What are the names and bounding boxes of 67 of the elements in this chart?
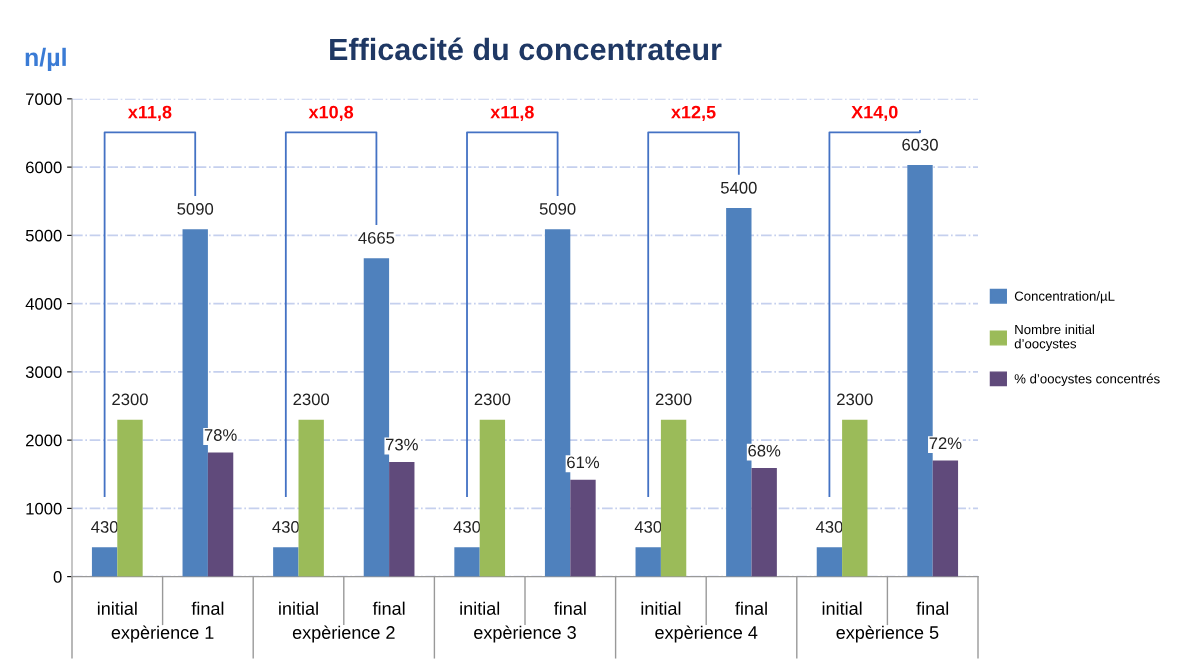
data-label: 2300 (293, 393, 330, 406)
bar (389, 461, 415, 577)
y-tick-label: 5000 (25, 229, 62, 242)
x-tick-label: initial (822, 601, 862, 615)
x-tick-label: final (916, 601, 949, 615)
annotation: x11,8 (127, 105, 172, 122)
bar (91, 547, 118, 577)
annotation: 78% (204, 429, 237, 441)
data-label: 2300 (837, 393, 873, 406)
data-label: 430 (453, 521, 481, 533)
data-label: 430 (634, 521, 662, 533)
y-tick-label: 6000 (26, 161, 62, 174)
text: expèrience 2 (292, 625, 395, 643)
data-label: 5400 (720, 181, 757, 194)
x-tick-label: initial (279, 601, 318, 615)
data-label: 6030 (902, 138, 938, 151)
annotation: x11,8 (490, 105, 534, 122)
x-tick-label: final (554, 601, 586, 615)
legend-label: % d’oocystes concentrés (1014, 373, 1160, 387)
annotation: x12,5 (671, 105, 716, 122)
annotation: 68% (748, 444, 781, 457)
x-tick-label: final (191, 601, 224, 615)
annotation: x10,8 (308, 105, 354, 122)
text: expèrience 5 (836, 625, 939, 643)
legend-label: Nombre initial d’oocystes (1014, 324, 1094, 351)
annotation: 61% (567, 456, 600, 469)
data-label: 2300 (112, 393, 148, 406)
bar (207, 452, 234, 577)
data-label: 2300 (655, 393, 692, 406)
text: expèrience 1 (111, 625, 214, 643)
x-tick-label: final (735, 601, 767, 615)
bar (298, 419, 324, 577)
data-label: 430 (272, 521, 300, 533)
y-tick-label: 7000 (26, 93, 62, 106)
bar (635, 547, 661, 577)
x-tick-label: final (372, 601, 405, 615)
text: expèrience 4 (655, 625, 758, 643)
bar (454, 547, 480, 577)
bar (932, 460, 959, 577)
y-tick-label: 0 (53, 571, 62, 583)
bar (816, 547, 843, 577)
y-tick-label: 1000 (26, 502, 62, 515)
y-tick-label: 3000 (25, 366, 62, 379)
bar (570, 479, 596, 577)
data-label: 430 (91, 521, 118, 533)
chart-title: Efficacité du concentrateur (330, 37, 722, 61)
text: expèrience 3 (474, 625, 576, 643)
annotation: 72% (929, 437, 962, 450)
x-tick-label: initial (460, 601, 500, 615)
bar (842, 419, 868, 577)
legend-label: Concentration/µL (1014, 291, 1115, 304)
bar (117, 419, 143, 577)
bar (751, 468, 777, 577)
x-tick-label: initial (641, 601, 681, 615)
annotation: 73% (385, 438, 418, 451)
data-label: 5090 (177, 203, 214, 215)
annotation: X14,0 (851, 105, 898, 122)
y-tick-label: 2000 (26, 434, 62, 447)
y-axis-title: n/µl (25, 47, 66, 72)
data-label: 5090 (539, 203, 576, 215)
data-label: 2300 (474, 393, 511, 406)
y-tick-label: 4000 (25, 298, 62, 310)
data-label: 4665 (358, 232, 395, 244)
bar (273, 547, 299, 577)
bar (660, 419, 687, 577)
x-tick-label: initial (97, 601, 137, 615)
bar (479, 419, 506, 577)
